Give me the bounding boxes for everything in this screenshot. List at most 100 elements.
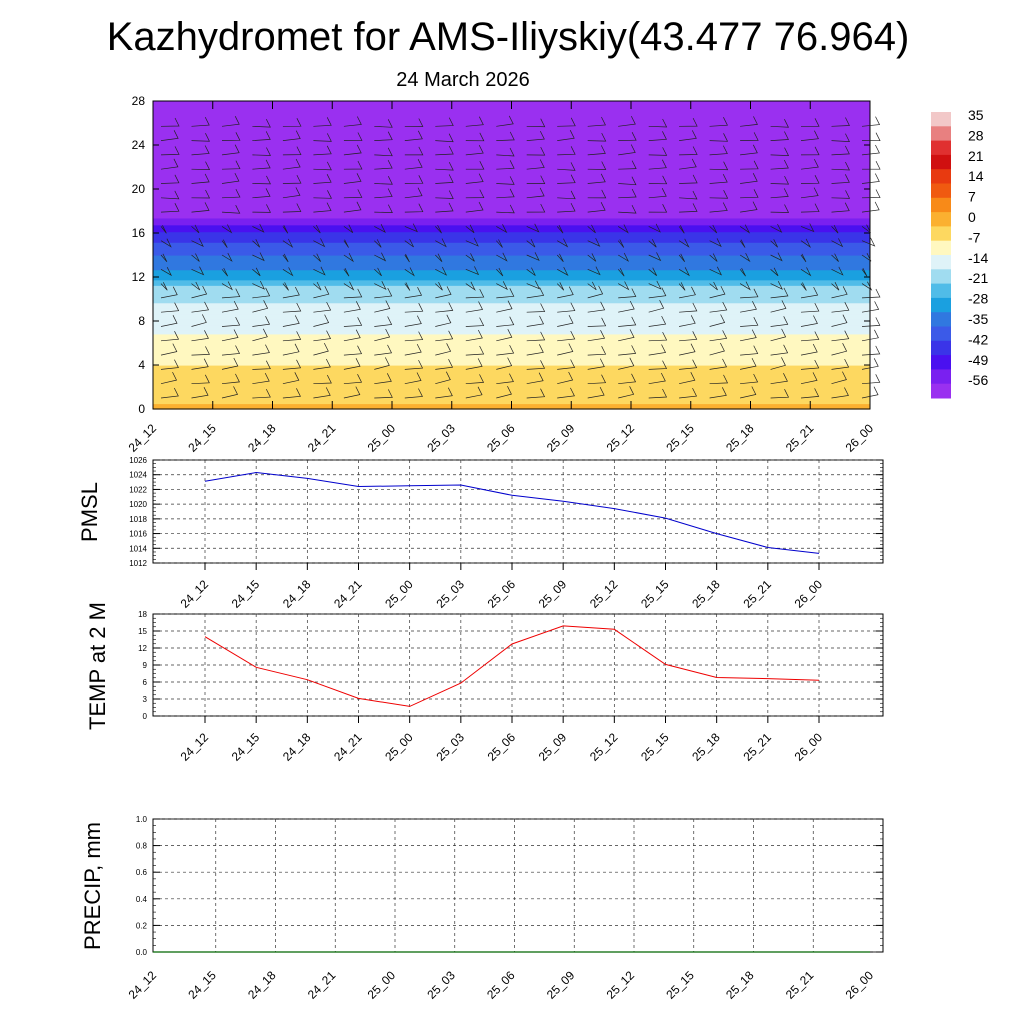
wind-barb: [831, 174, 850, 184]
wind-barb: [617, 239, 625, 248]
wind-barb: [252, 267, 261, 277]
wind-barb: [861, 329, 879, 342]
wind-barb: [313, 374, 332, 385]
wind-barb: [374, 239, 382, 248]
wind-barb: [465, 386, 483, 399]
wind-barb: [160, 174, 180, 184]
wind-barb: [221, 224, 233, 234]
wind-barb: [374, 357, 390, 370]
wind-barb: [435, 314, 452, 327]
wind-barb: [831, 238, 844, 248]
wind-barb: [648, 147, 668, 156]
wind-barb: [221, 281, 233, 291]
temperature-layer: [153, 333, 870, 337]
temperature-layer: [153, 282, 870, 285]
x-tick-label: 24_12: [178, 577, 212, 611]
wind-barb: [587, 116, 606, 127]
wind-barb: [221, 144, 240, 156]
wind-barb: [252, 147, 271, 156]
colorbar-swatch: [931, 312, 951, 327]
series-line: [204, 471, 820, 554]
temperature-layer: [153, 310, 870, 313]
wind-barb: [800, 158, 819, 170]
figure-subtitle: 24 March 2026: [396, 69, 529, 91]
wind-barb: [831, 371, 847, 385]
wind-barb: [770, 300, 787, 313]
temperature-layer: [153, 223, 870, 226]
wind-barb: [618, 316, 637, 327]
wind-barb: [861, 173, 880, 184]
wind-barb: [282, 158, 301, 170]
wind-barb: [557, 130, 575, 141]
wind-barb: [526, 187, 545, 199]
wind-barb: [191, 387, 209, 399]
temperature-layer: [153, 288, 870, 290]
wind-barb: [343, 201, 362, 213]
wind-barb: [374, 131, 393, 141]
x-tick-label: 24_21: [305, 421, 339, 455]
temperature-layer: [153, 255, 870, 258]
wind-barb: [496, 288, 515, 299]
wind-barb: [800, 388, 820, 399]
wind-barb: [618, 252, 630, 262]
wind-barb: [465, 281, 476, 291]
wind-barb: [709, 266, 723, 276]
temperature-layer: [153, 214, 870, 218]
x-tick-label: 25_15: [663, 421, 697, 455]
wind-barb: [526, 146, 546, 156]
wind-barb: [191, 253, 200, 262]
wind-barb: [404, 282, 411, 291]
colorbar-swatch: [931, 226, 951, 242]
wind-barb: [587, 224, 596, 234]
temperature-layer: [153, 277, 870, 279]
wind-barb: [221, 116, 240, 127]
temperature-layer: [153, 251, 870, 254]
temperature-layer: [153, 387, 870, 390]
x-tick-label: 25_15: [638, 730, 672, 764]
wind-barb: [770, 328, 787, 342]
wind-barb: [313, 161, 332, 171]
temperature-layer: [153, 298, 870, 300]
colorbar-swatch: [931, 326, 951, 342]
temperature-layer: [153, 292, 870, 295]
wind-barb: [465, 189, 485, 199]
temperature-layer: [153, 174, 870, 177]
wind-barb: [191, 145, 210, 156]
wind-barb: [618, 288, 637, 299]
x-tick-label: 24_18: [245, 421, 279, 455]
y-tick-label: 0.0: [136, 948, 148, 957]
wind-barb: [404, 388, 423, 399]
x-tick-label: 25_21: [740, 577, 774, 611]
wind-barb: [618, 144, 636, 156]
wind-barb: [709, 330, 728, 342]
temperature-layer: [153, 273, 870, 276]
x-tick-label: 24_21: [331, 577, 365, 611]
wind-barb: [861, 253, 872, 262]
wind-barb: [709, 238, 722, 248]
wind-barb: [618, 373, 637, 385]
wind-barb: [587, 161, 607, 170]
wind-barb: [191, 346, 210, 356]
wind-barb: [343, 301, 361, 313]
temperature-layer: [153, 217, 870, 220]
wind-barb: [313, 301, 332, 313]
wind-barb: [282, 267, 294, 277]
x-tick-label: 25_15: [663, 968, 697, 1002]
wind-barb: [618, 281, 630, 291]
temperature-layer: [153, 315, 870, 318]
wind-barb: [861, 160, 881, 170]
wind-barb: [770, 239, 779, 248]
wind-barb: [648, 372, 666, 385]
colorbar-label: 14: [968, 168, 984, 184]
wind-barb: [252, 344, 270, 356]
wind-barb: [404, 175, 424, 184]
temperature-layer: [153, 355, 870, 359]
wind-barb: [465, 161, 485, 170]
wind-barb: [709, 173, 728, 184]
wind-barb: [770, 287, 789, 299]
wind-barb: [374, 252, 387, 262]
temperature-layer: [153, 321, 870, 324]
wind-barb: [374, 147, 393, 157]
wind-barb: [435, 117, 454, 127]
x-tick-label: 25_06: [485, 730, 519, 764]
